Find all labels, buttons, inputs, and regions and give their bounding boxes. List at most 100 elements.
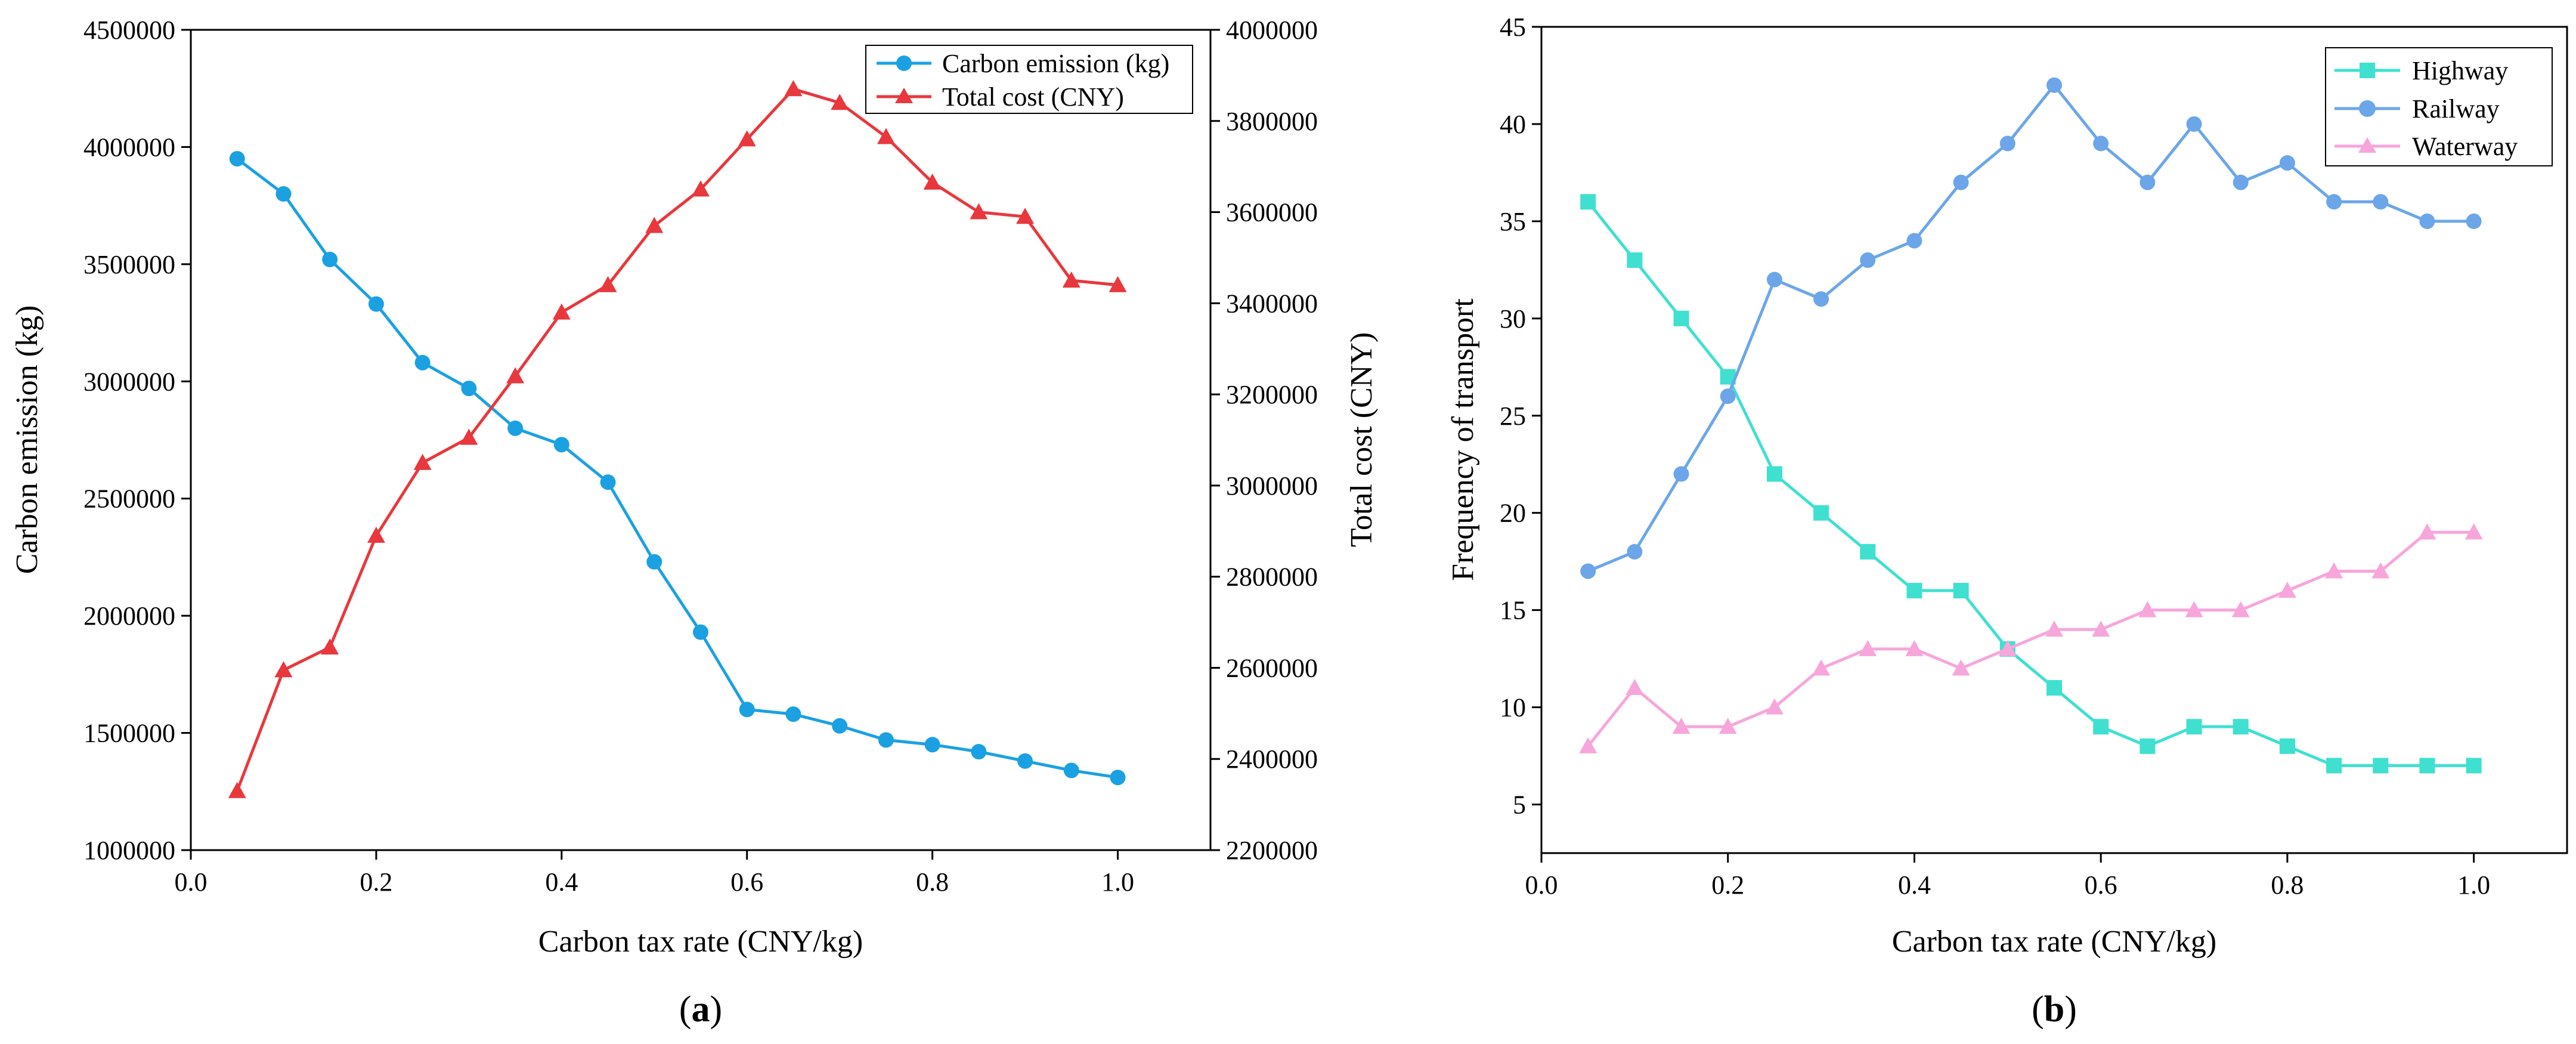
- chart-b-y-axis-title: Frequency of transport: [1446, 298, 1480, 581]
- data-point-railway: [1720, 388, 1736, 404]
- chart-a-left-tick-label: 3500000: [83, 250, 175, 279]
- legend-highway-marker: [2360, 63, 2375, 78]
- legend-carbon-emission-marker: [896, 55, 912, 71]
- data-point-total-cost: [274, 661, 293, 678]
- data-point-carbon-emission: [507, 420, 524, 436]
- data-point-waterway: [1765, 698, 1784, 715]
- data-point-railway: [1999, 135, 2015, 152]
- data-point-total-cost: [599, 276, 617, 292]
- chart-b-caption-letter: b: [2044, 989, 2064, 1030]
- chart-b-series: [1579, 77, 2483, 774]
- series-line-total-cost: [236, 87, 1118, 792]
- data-point-railway: [2093, 135, 2109, 152]
- data-point-carbon-emission: [1063, 762, 1079, 779]
- data-point-carbon-emission: [1017, 753, 1033, 769]
- data-point-highway: [1860, 543, 1876, 560]
- data-point-total-cost: [1062, 271, 1080, 288]
- data-point-railway: [1673, 466, 1689, 482]
- data-point-waterway: [2138, 601, 2157, 617]
- data-point-highway: [2233, 719, 2249, 735]
- data-point-highway: [1953, 583, 1969, 599]
- data-point-highway: [1627, 252, 1643, 268]
- chart-a-x-tick-label: 0.8: [916, 867, 949, 897]
- data-point-waterway: [2231, 601, 2250, 617]
- data-point-waterway: [1579, 737, 1597, 753]
- data-point-railway: [1766, 271, 1782, 288]
- data-point-waterway: [1719, 718, 1737, 734]
- legend-highway-label: Highway: [2412, 56, 2508, 85]
- data-point-highway: [1673, 310, 1689, 326]
- chart-a-x-tick-label: 0.2: [360, 867, 392, 897]
- chart-b-frame: [1540, 26, 2568, 854]
- chart-b-y-tick-label: 15: [1500, 596, 1526, 625]
- data-point-highway: [2186, 719, 2202, 735]
- data-point-railway: [2466, 213, 2482, 229]
- data-point-railway: [1953, 174, 1969, 190]
- chart-a-x-tick-label: 0.4: [545, 867, 578, 897]
- data-point-waterway: [1672, 718, 1690, 734]
- chart-b-x-tick-label: 0.0: [1525, 870, 1558, 900]
- chart-b-y-tick-label: 10: [1500, 693, 1526, 722]
- legend-total-cost-marker: [895, 88, 913, 103]
- data-point-carbon-emission: [461, 381, 477, 397]
- chart-b-x-axis-title: Carbon tax rate (CNY/kg): [1892, 925, 2216, 959]
- data-point-highway: [2046, 680, 2062, 696]
- data-point-railway: [2419, 213, 2435, 229]
- chart-b-y-tick-label: 35: [1500, 207, 1526, 236]
- chart-b-y-tick-label: 25: [1500, 401, 1526, 431]
- data-point-total-cost: [367, 526, 385, 543]
- data-point-carbon-emission: [275, 186, 292, 202]
- data-point-waterway: [2185, 601, 2203, 617]
- chart-a-right-tick-label: 2400000: [1226, 745, 1318, 774]
- legend-waterway-marker: [2358, 137, 2376, 153]
- data-point-railway: [1627, 543, 1643, 560]
- chart-a-left-tick-label: 1500000: [83, 719, 175, 748]
- chart-a-left-tick-label: 1000000: [83, 836, 175, 865]
- data-point-waterway: [1998, 640, 2017, 656]
- chart-b-caption: (b): [2032, 989, 2077, 1030]
- data-point-railway: [2233, 174, 2249, 190]
- chart-b-y-tick-label: 5: [1513, 790, 1526, 820]
- data-point-waterway: [1952, 659, 1970, 676]
- chart-a-right-tick-label: 3400000: [1226, 289, 1318, 318]
- data-point-waterway: [1812, 659, 1831, 676]
- chart-b-x-tick-label: 0.8: [2271, 870, 2303, 900]
- chart-b-legend: Highway Railway Waterway: [2325, 47, 2553, 166]
- data-point-waterway: [2371, 562, 2390, 579]
- data-point-waterway: [2325, 562, 2343, 579]
- data-point-highway: [2093, 719, 2109, 735]
- data-point-total-cost: [923, 173, 942, 190]
- chart-a-right-tick-label: 3600000: [1226, 198, 1318, 227]
- data-point-total-cost: [877, 128, 895, 144]
- chart-a-x-axis-title: Carbon tax rate (CNY/kg): [538, 925, 863, 959]
- data-point-waterway: [2092, 620, 2110, 637]
- chart-a-right-tick-label: 2600000: [1226, 653, 1318, 682]
- chart-a-series: [228, 80, 1127, 798]
- chart-b-x-tick-label: 0.6: [2085, 870, 2117, 900]
- chart-a-right-tick-label: 4000000: [1226, 16, 1318, 45]
- data-point-carbon-emission: [229, 151, 245, 167]
- chart-a-x-tick-label: 1.0: [1101, 867, 1134, 897]
- data-point-total-cost: [1016, 208, 1035, 224]
- data-point-total-cost: [552, 303, 571, 320]
- data-point-highway: [1766, 466, 1782, 482]
- data-point-total-cost: [321, 638, 339, 655]
- data-point-waterway: [2418, 523, 2436, 540]
- chart-b-y-tick-label: 45: [1500, 13, 1526, 42]
- data-point-total-cost: [692, 180, 710, 197]
- data-point-railway: [2279, 155, 2295, 171]
- chart-a-left-tick-label: 2500000: [83, 484, 175, 514]
- data-point-carbon-emission: [322, 252, 338, 267]
- data-point-waterway: [2464, 523, 2483, 540]
- data-point-highway: [2373, 758, 2389, 774]
- chart-a-left-tick-label: 3000000: [83, 367, 175, 396]
- data-point-carbon-emission: [693, 624, 708, 640]
- data-point-total-cost: [784, 80, 803, 97]
- chart-a-left-tick-label: 4000000: [83, 132, 175, 162]
- data-point-total-cost: [1109, 276, 1127, 292]
- data-point-railway: [1580, 563, 1596, 579]
- data-point-highway: [1813, 505, 1829, 521]
- data-point-highway: [2466, 758, 2482, 774]
- chart-b-y-tick-label: 20: [1500, 499, 1526, 528]
